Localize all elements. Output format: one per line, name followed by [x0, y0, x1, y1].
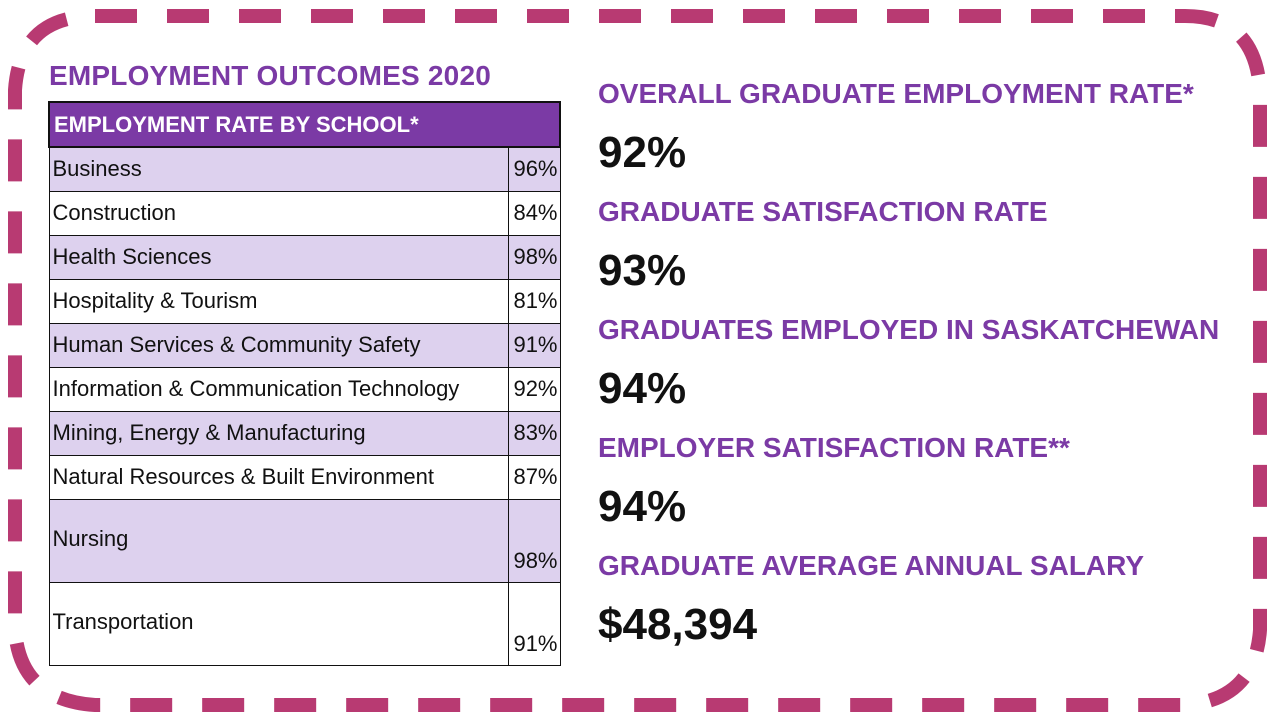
- table-row: Hospitality & Tourism 81%: [48, 278, 561, 324]
- school-name: Transportation: [48, 581, 509, 666]
- school-name: Business: [48, 146, 509, 192]
- school-name: Information & Communication Technology: [48, 366, 509, 412]
- table-row: Information & Communication Technology 9…: [48, 366, 561, 412]
- employment-rate-table: EMPLOYMENT RATE BY SCHOOL* Business 96% …: [48, 101, 561, 666]
- stat-label-employed-in-saskatchewan: GRADUATES EMPLOYED IN SASKATCHEWAN: [598, 314, 1220, 345]
- stat-value-employed-in-saskatchewan: 94%: [598, 364, 687, 413]
- school-name: Human Services & Community Safety: [48, 322, 509, 368]
- school-name: Nursing: [48, 498, 509, 583]
- school-name: Natural Resources & Built Environment: [48, 454, 509, 500]
- stat-value-graduate-satisfaction: 93%: [598, 246, 687, 295]
- stat-label-graduate-satisfaction: GRADUATE SATISFACTION RATE: [598, 196, 1048, 227]
- school-rate: 91%: [507, 581, 561, 666]
- stat-label-overall-employment: OVERALL GRADUATE EMPLOYMENT RATE*: [598, 78, 1194, 109]
- school-rate: 92%: [507, 366, 561, 412]
- page-title: EMPLOYMENT OUTCOMES 2020: [49, 60, 491, 91]
- table-row: Construction 84%: [48, 190, 561, 236]
- school-name: Hospitality & Tourism: [48, 278, 509, 324]
- school-rate: 87%: [507, 454, 561, 500]
- school-name: Health Sciences: [48, 234, 509, 280]
- table-row: Natural Resources & Built Environment 87…: [48, 454, 561, 500]
- stat-label-employer-satisfaction: EMPLOYER SATISFACTION RATE**: [598, 432, 1070, 463]
- table-row: Nursing 98%: [48, 498, 561, 583]
- school-rate: 98%: [507, 234, 561, 280]
- school-rate: 83%: [507, 410, 561, 456]
- table-row: Business 96%: [48, 146, 561, 192]
- school-rate: 91%: [507, 322, 561, 368]
- school-name: Construction: [48, 190, 509, 236]
- table-row: Human Services & Community Safety 91%: [48, 322, 561, 368]
- table-row: Mining, Energy & Manufacturing 83%: [48, 410, 561, 456]
- stat-value-employer-satisfaction: 94%: [598, 482, 687, 531]
- school-rate: 81%: [507, 278, 561, 324]
- school-rate: 96%: [507, 146, 561, 192]
- school-rate: 84%: [507, 190, 561, 236]
- table-row: Health Sciences 98%: [48, 234, 561, 280]
- summary-stats: OVERALL GRADUATE EMPLOYMENT RATE* 92% GR…: [598, 76, 1268, 666]
- table-header: EMPLOYMENT RATE BY SCHOOL*: [48, 101, 561, 148]
- stat-label-average-salary: GRADUATE AVERAGE ANNUAL SALARY: [598, 550, 1145, 581]
- stat-value-average-salary: $48,394: [598, 600, 758, 649]
- table-row: Transportation 91%: [48, 581, 561, 666]
- school-rate: 98%: [507, 498, 561, 583]
- stat-value-overall-employment: 92%: [598, 128, 687, 177]
- school-name: Mining, Energy & Manufacturing: [48, 410, 509, 456]
